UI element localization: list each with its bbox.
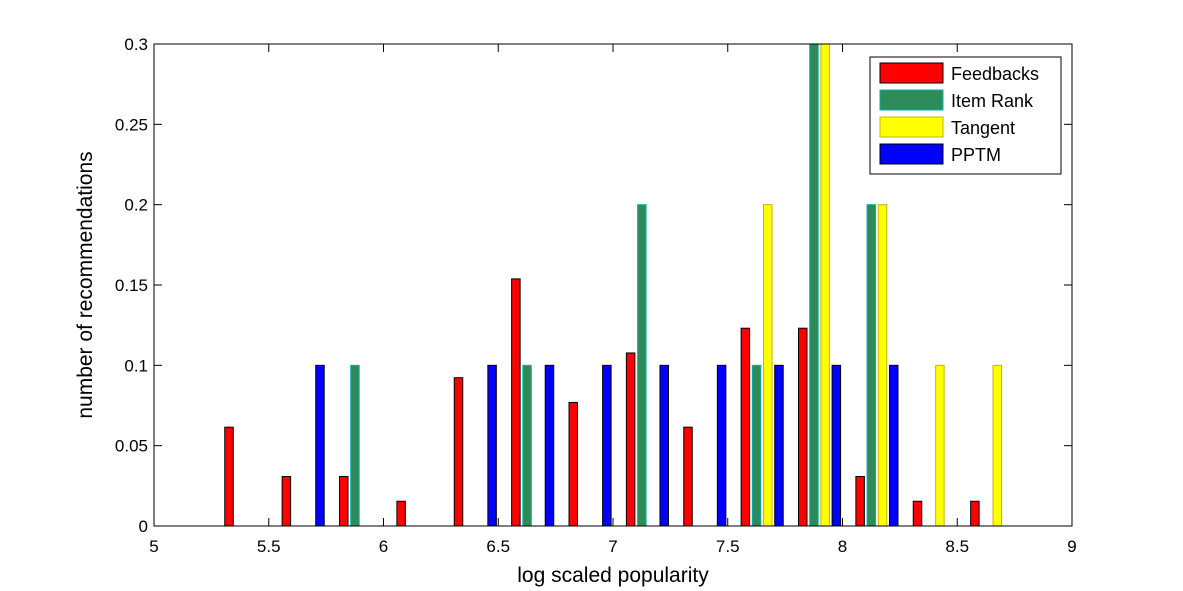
x-tick-label: 5.5: [257, 537, 281, 556]
bar-tangent-14: [992, 364, 1003, 527]
x-tick-label: 7: [608, 537, 617, 556]
x-tick-label: 9: [1067, 537, 1076, 556]
legend-label-feedbacks: Feedbacks: [951, 64, 1039, 84]
bar-pptm-8: [659, 364, 669, 527]
bar-feedbacks-10: [740, 327, 751, 527]
y-tick-label: 0.15: [115, 276, 148, 295]
bar-feedbacks-12: [855, 476, 865, 527]
legend: Feedbacks Item Rank Tangent PPTM: [869, 56, 1062, 175]
y-tick-label: 0.1: [124, 356, 148, 375]
bar-item-rank-11: [809, 43, 819, 527]
y-tick-label: 0.3: [124, 35, 148, 54]
bar-pptm-6: [544, 364, 555, 527]
bar-tangent-13: [935, 364, 945, 527]
bar-feedbacks-3: [339, 476, 349, 527]
bar-feedbacks-11: [798, 327, 808, 527]
bar-feedbacks-6: [511, 278, 521, 527]
bars-group: [224, 43, 1003, 527]
bar-item-rank-6: [522, 364, 532, 527]
legend-label-item-rank: Item Rank: [951, 91, 1034, 111]
bar-item-rank-8: [637, 204, 647, 527]
bar-pptm-9: [716, 364, 727, 527]
bar-item-rank-10: [751, 364, 762, 527]
bar-feedbacks-14: [970, 500, 980, 527]
bar-tangent-10: [763, 204, 773, 527]
bar-pptm-2: [315, 364, 325, 527]
bar-feedbacks-13: [912, 500, 923, 527]
y-tick-label: 0.2: [124, 196, 148, 215]
axes-group: 5 5.5 6 6.5 7 7.5 8 8.5 9 0 0.05 0.1 0.15 0.2 0.25 0.3: [115, 35, 1077, 556]
y-tick-label: 0.05: [115, 437, 148, 456]
x-tick-label: 8.5: [945, 537, 969, 556]
bar-feedbacks-1: [224, 426, 234, 527]
x-tick-label: 8: [838, 537, 847, 556]
legend-label-pptm: PPTM: [951, 145, 1001, 165]
bar-feedbacks-5: [453, 377, 464, 527]
bar-item-rank-3: [350, 364, 360, 527]
bar-tangent-11: [820, 43, 830, 527]
bar-feedbacks-9: [683, 426, 693, 527]
bar-feedbacks-2: [281, 476, 292, 527]
x-tick-label: 6: [379, 537, 388, 556]
bar-tangent-12: [877, 204, 888, 527]
x-axis-label: log scaled popularity: [517, 564, 709, 587]
x-tick-label: 7.5: [716, 537, 740, 556]
legend-swatch-tangent: [879, 116, 944, 138]
bar-feedbacks-8: [625, 352, 636, 527]
bar-item-rank-12: [866, 204, 877, 527]
y-tick-label: 0.25: [115, 115, 148, 134]
bar-pptm-10: [774, 364, 784, 527]
y-tick-label: 0: [139, 517, 148, 536]
bar-pptm-11: [831, 364, 842, 527]
bar-pptm-12: [888, 364, 899, 527]
bar-feedbacks-7: [568, 401, 578, 527]
bar-pptm-5: [487, 364, 497, 527]
bar-pptm-7: [602, 364, 612, 527]
legend-swatch-feedbacks: [879, 62, 944, 84]
bar-feedbacks-4: [396, 500, 406, 527]
x-tick-label: 6.5: [486, 537, 510, 556]
x-tick-label: 5: [149, 537, 158, 556]
legend-swatch-pptm: [879, 143, 944, 165]
y-axis-label: number of recommendations: [74, 151, 97, 418]
legend-label-tangent: Tangent: [951, 118, 1015, 138]
legend-swatch-item-rank: [879, 89, 944, 111]
